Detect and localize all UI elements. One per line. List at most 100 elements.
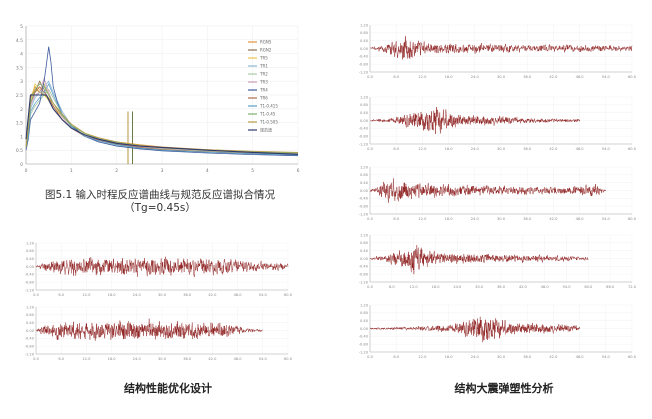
- y-tick-label: 0.40: [26, 321, 35, 325]
- x-tick-label: 54.0: [602, 217, 611, 221]
- legend-label: 规范谱: [260, 127, 272, 133]
- y-tick-label: 0.40: [26, 257, 35, 261]
- x-tick-label: 30.0: [497, 217, 506, 221]
- y-tick-label: -0.40: [359, 265, 369, 269]
- x-tick-label: 18.0: [108, 357, 117, 361]
- x-tick-label: 1: [70, 168, 73, 174]
- x-tick-label: 48.0: [576, 75, 585, 79]
- figure-caption-line1: 图5.1 输入时程反应谱曲线与规范反应谱拟合情况: [44, 189, 276, 201]
- x-tick-label: 12.0: [418, 217, 427, 221]
- x-tick-label: 36.0: [523, 355, 532, 359]
- y-tick-label: -1.20: [359, 350, 369, 354]
- legend-label: RGN2: [260, 48, 272, 53]
- figure-caption-line2: （Tg=0.45s）: [124, 202, 196, 214]
- x-tick-label: 24.0: [471, 147, 480, 151]
- legend-label: TR1: [259, 64, 268, 69]
- y-tick-label: -0.40: [359, 55, 369, 59]
- legend-label: TR6: [259, 96, 268, 101]
- x-tick-label: 30.0: [497, 355, 506, 359]
- x-tick-label: 48.0: [576, 355, 585, 359]
- x-tick-label: 6: [297, 168, 300, 174]
- y-tick-label: -0.80: [359, 63, 369, 67]
- x-tick-label: 6.0: [393, 217, 399, 221]
- y-tick-label: -0.80: [359, 205, 369, 209]
- x-tick-label: 24.0: [471, 355, 480, 359]
- legend-label: TR3: [259, 80, 268, 85]
- x-tick-label: 24.0: [471, 75, 480, 79]
- x-tick-label: 36.0: [523, 75, 532, 79]
- y-tick-label: 0.40: [360, 111, 369, 115]
- x-tick-label: 36.0: [523, 217, 532, 221]
- y-tick-label: -1.20: [359, 142, 369, 146]
- x-tick-label: 18.0: [431, 285, 440, 289]
- y-tick-label: -0.80: [25, 345, 35, 349]
- x-tick-label: 0: [25, 168, 28, 174]
- y-tick-label: 5: [20, 24, 23, 30]
- y-tick-label: -0.40: [359, 197, 369, 201]
- y-tick-label: -0.80: [25, 281, 35, 285]
- time-history-chart-left-2: 1.20 0.80 0.40 0.00 -0.40 -0.80 -1.200.0 6.0 12.…: [25, 305, 293, 361]
- x-tick-label: 4: [206, 168, 209, 174]
- x-tick-label: 12.0: [82, 293, 91, 297]
- y-tick-label: 0.40: [360, 39, 369, 43]
- x-tick-label: 18.0: [108, 293, 117, 297]
- acceleration-trace: [369, 316, 580, 343]
- x-tick-label: 18.0: [445, 75, 454, 79]
- y-tick-label: 0.80: [360, 103, 369, 107]
- y-tick-label: -0.80: [359, 343, 369, 347]
- x-tick-label: 42.0: [549, 217, 558, 221]
- acceleration-trace: [35, 256, 289, 278]
- y-tick-label: 0.00: [26, 265, 35, 269]
- figure-caption: 图5.1 输入时程反应谱曲线与规范反应谱拟合情况 （Tg=0.45s）: [20, 189, 300, 215]
- x-tick-label: 6.0: [393, 147, 399, 151]
- y-tick-label: 4.5: [16, 38, 23, 44]
- y-tick-label: 1.20: [360, 23, 369, 27]
- legend-label: TR2: [259, 72, 268, 77]
- x-tick-label: 60.0: [284, 357, 293, 361]
- x-tick-label: 24.0: [471, 217, 480, 221]
- x-tick-label: 48.0: [576, 147, 585, 151]
- x-tick-label: 54.0: [259, 357, 268, 361]
- x-tick-label: 36.0: [183, 357, 192, 361]
- y-tick-label: 0.80: [360, 173, 369, 177]
- x-tick-label: 54.0: [259, 293, 268, 297]
- legend-label: T1-0.415: [259, 104, 278, 109]
- time-history-chart-right-2: 1.20 0.80 0.40 0.00 -0.40 -0.80 -1.200.0 6.0 12.…: [359, 95, 637, 151]
- x-tick-label: 0.0: [33, 357, 39, 361]
- y-tick-label: -0.40: [359, 335, 369, 339]
- footer-right-label: 结构大震弹塑性分析: [454, 382, 554, 395]
- y-tick-label: 1: [20, 134, 23, 140]
- y-tick-label: 0.00: [360, 47, 369, 51]
- x-tick-label: 36.0: [183, 293, 192, 297]
- x-tick-label: 60.0: [584, 285, 593, 289]
- y-tick-label: 0.00: [360, 327, 369, 331]
- x-tick-label: 2: [115, 168, 118, 174]
- x-tick-label: 24.0: [133, 293, 142, 297]
- x-tick-label: 0.0: [367, 217, 373, 221]
- legend-label: TR5: [259, 56, 268, 61]
- y-tick-label: 0.80: [360, 31, 369, 35]
- x-tick-label: 60.0: [628, 75, 637, 79]
- y-tick-label: 1.20: [26, 305, 35, 309]
- y-tick-label: -0.40: [359, 127, 369, 131]
- y-tick-label: 0.80: [26, 313, 35, 317]
- x-tick-label: 12.0: [418, 355, 427, 359]
- x-tick-label: 5: [251, 168, 254, 174]
- x-tick-label: 42.0: [549, 355, 558, 359]
- y-tick-label: 0.40: [360, 249, 369, 253]
- x-tick-label: 66.0: [606, 285, 615, 289]
- legend-label: T1-0.505: [259, 120, 278, 125]
- y-tick-label: 0.40: [360, 181, 369, 185]
- x-tick-label: 0.0: [33, 293, 39, 297]
- y-tick-label: 0.00: [360, 119, 369, 123]
- x-tick-label: 36.0: [523, 147, 532, 151]
- series-line-6: [25, 46, 299, 157]
- y-tick-label: -0.80: [359, 273, 369, 277]
- y-tick-label: 3: [20, 79, 23, 85]
- x-tick-label: 48.0: [234, 293, 243, 297]
- y-tick-label: 1.5: [16, 121, 23, 127]
- x-tick-label: 42.0: [519, 285, 528, 289]
- x-tick-label: 6.0: [58, 293, 64, 297]
- y-tick-label: -0.80: [359, 135, 369, 139]
- y-tick-label: -1.20: [359, 70, 369, 74]
